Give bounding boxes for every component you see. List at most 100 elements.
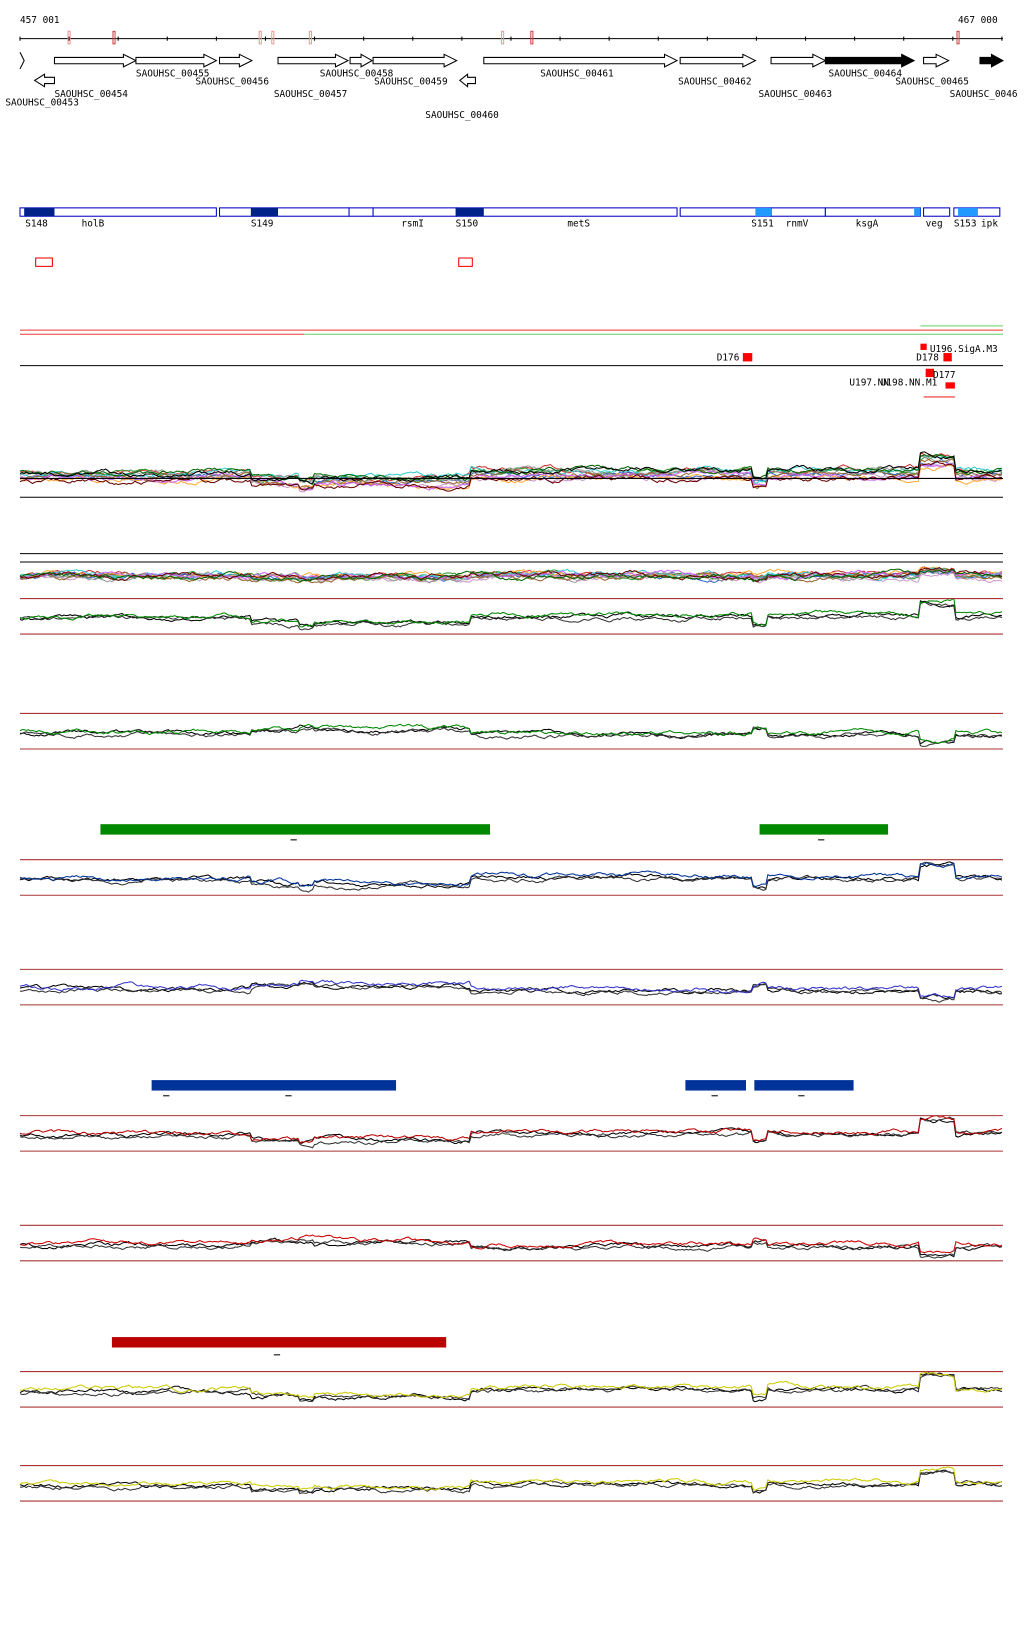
region-box: [372, 207, 458, 217]
site-mark: [530, 30, 534, 45]
site-mark: [67, 30, 71, 45]
gene-label: SAOUHSC_00456: [195, 77, 269, 88]
segment-bar: [759, 824, 889, 835]
feature-label: D177: [933, 370, 956, 381]
signal-line: [19, 464, 1003, 491]
segment-bar: [100, 824, 491, 835]
region-label: S151: [751, 219, 774, 230]
gene-label: SAOUHSC_00458: [320, 68, 394, 79]
feature-label: D176: [717, 352, 740, 363]
gene-label: SAOUHSC_00455: [136, 68, 210, 79]
signal-line: [19, 724, 1003, 745]
region-box: [824, 207, 921, 217]
signal-line: [19, 1372, 1003, 1403]
signal-line: [19, 1470, 1003, 1495]
region-box: [19, 207, 217, 217]
gene-label: SAOUHSC_00459: [374, 77, 448, 88]
region-box: [456, 207, 678, 217]
region-label: S150: [456, 219, 479, 230]
gene-label: SAOUHSC_00463: [759, 89, 833, 100]
gene-arrow: [770, 53, 827, 68]
gene-arrow: [218, 53, 254, 68]
signal-line: [19, 462, 1003, 491]
signal-line: [19, 982, 1003, 1003]
gene-arrow: [458, 73, 476, 88]
signal-line: [19, 569, 1003, 581]
region-fill: [914, 207, 921, 217]
gene-label: SAOUHSC_00453: [5, 98, 79, 109]
feature-mark: [920, 343, 927, 350]
gene-arrow: [135, 53, 218, 68]
signal-line: [19, 566, 1003, 583]
gene-arrow: [372, 53, 458, 68]
region-box: [348, 207, 374, 217]
gene-arrow: [679, 53, 757, 68]
gene-label: SAOUHSC_00462: [678, 77, 752, 88]
marker-box: [35, 257, 53, 267]
gene-label: SAOUHSC_00461: [540, 68, 614, 79]
feature-label: U198.NN.M1: [881, 377, 938, 388]
site-mark: [258, 30, 262, 45]
region-box: [923, 207, 951, 217]
signal-line: [19, 601, 1003, 631]
region-fill: [958, 207, 978, 217]
region-label: S149: [251, 219, 274, 230]
signal-line: [19, 1372, 1003, 1403]
segment-bar: [151, 1080, 397, 1091]
site-mark: [956, 30, 960, 45]
segment-bar: [754, 1080, 854, 1091]
gene-arrow: [824, 53, 916, 68]
gene-arrow: [923, 53, 950, 68]
gene-label: SAOUHSC_00454: [54, 89, 128, 100]
site-mark: [308, 30, 312, 45]
signal-line: [19, 861, 1003, 890]
region-label: rsmI: [401, 219, 424, 230]
gene-label: SAOUHSC_0046: [950, 89, 1018, 100]
gene-arrow: [19, 51, 25, 70]
feature-mark: [742, 353, 753, 362]
segment-bar: [111, 1337, 447, 1348]
region-label: S148: [25, 219, 48, 230]
signal-line: [19, 979, 1003, 999]
signal-line: [19, 1469, 1003, 1494]
region-box: [770, 207, 826, 217]
signal-line: [19, 1238, 1003, 1259]
region-box: [218, 207, 350, 217]
signal-line: [19, 1466, 1002, 1491]
gene-arrow: [979, 53, 1005, 68]
region-label: ksgA: [856, 219, 879, 230]
region-label: metS: [567, 219, 590, 230]
feature-mark: [943, 353, 952, 362]
site-mark: [112, 30, 116, 45]
signal-line: [19, 1115, 1003, 1144]
feature-mark: [945, 382, 955, 389]
start-coordinate: 457 001: [20, 15, 60, 26]
region-fill: [250, 207, 279, 217]
gene-arrow: [483, 53, 679, 68]
region-label: rnmV: [786, 219, 809, 230]
signal-line: [19, 597, 1003, 628]
region-label: holB: [82, 219, 105, 230]
marker-box: [458, 257, 473, 267]
signal-line: [19, 1234, 1003, 1254]
end-coordinate: 467 000: [958, 15, 998, 26]
gene-label: SAOUHSC_00457: [274, 89, 348, 100]
region-fill: [755, 207, 772, 217]
signal-line: [19, 570, 1002, 583]
signal-line: [19, 862, 1003, 888]
site-mark: [501, 30, 505, 45]
signal-line: [19, 726, 1002, 747]
signal-line: [19, 453, 1003, 482]
gene-label: SAOUHSC_00465: [895, 77, 969, 88]
region-label: veg: [926, 219, 943, 230]
feature-label: U196.SigA.M3: [930, 344, 998, 355]
signal-line: [19, 861, 1002, 893]
gene-arrow: [277, 53, 350, 68]
gene-arrow: [349, 53, 374, 68]
gene-label: SAOUHSC_00464: [829, 68, 903, 79]
signal-line: [19, 1116, 1003, 1149]
signal-line: [19, 568, 1002, 583]
feature-label: D178: [916, 352, 939, 363]
